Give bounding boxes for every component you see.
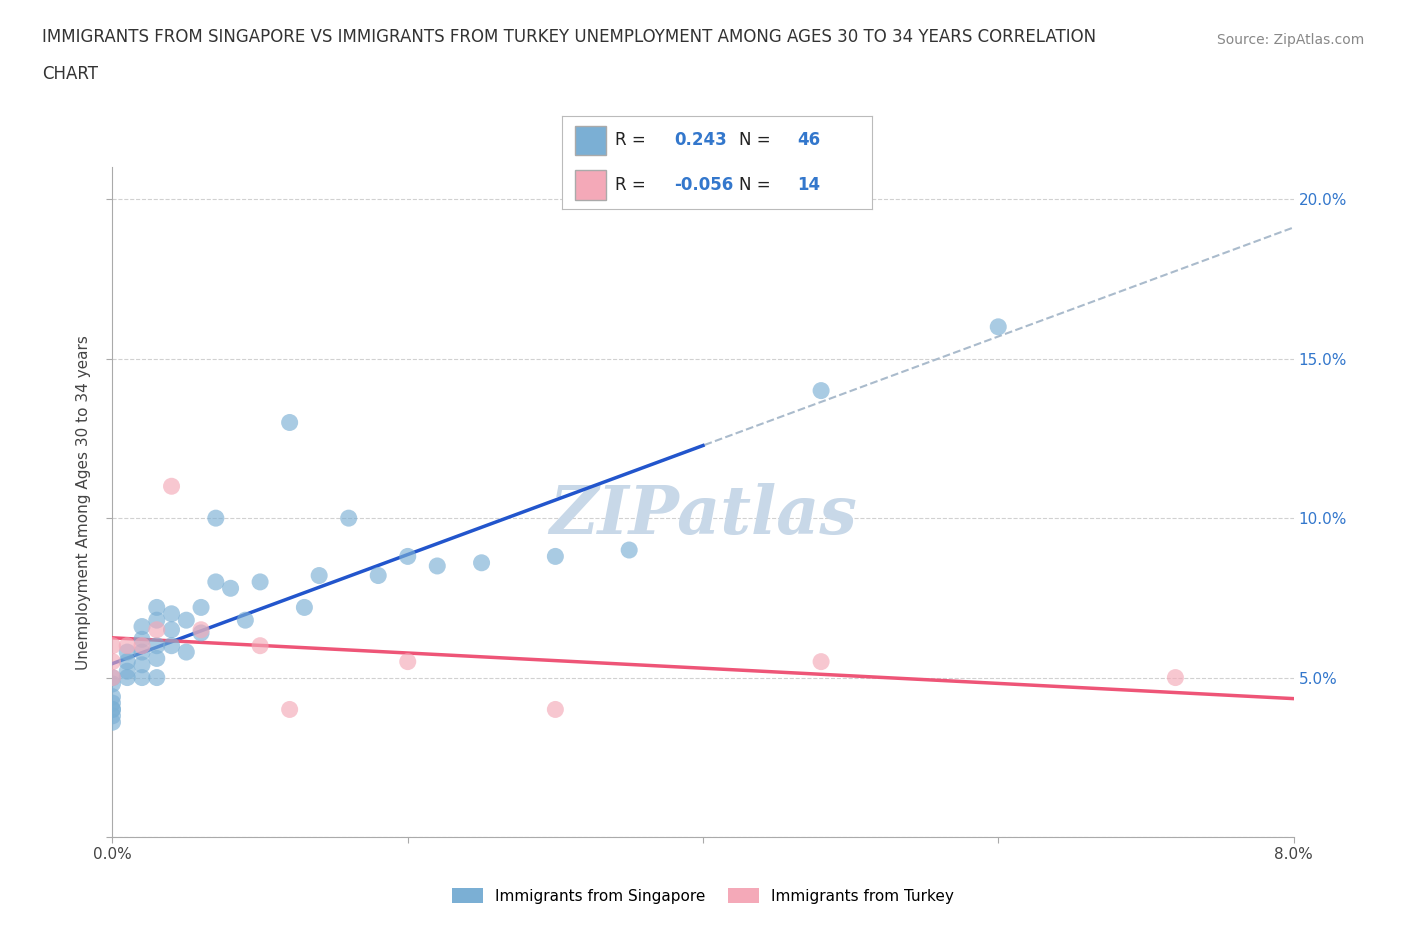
Text: 14: 14 bbox=[797, 176, 821, 194]
FancyBboxPatch shape bbox=[575, 126, 606, 155]
Point bbox=[131, 671, 153, 685]
Point bbox=[131, 658, 153, 672]
Point bbox=[987, 319, 1010, 334]
Point bbox=[101, 638, 124, 653]
Point bbox=[367, 568, 389, 583]
Point bbox=[117, 671, 138, 685]
Text: R =: R = bbox=[614, 131, 645, 150]
Point bbox=[471, 555, 494, 570]
Point bbox=[308, 568, 330, 583]
Point bbox=[278, 415, 301, 430]
Point bbox=[117, 644, 138, 659]
Point bbox=[101, 671, 124, 685]
Point bbox=[249, 575, 271, 590]
Point bbox=[249, 638, 271, 653]
Point bbox=[146, 600, 169, 615]
Point bbox=[174, 613, 197, 628]
Point bbox=[810, 383, 832, 398]
Point bbox=[146, 651, 169, 666]
Point bbox=[117, 638, 138, 653]
Text: Source: ZipAtlas.com: Source: ZipAtlas.com bbox=[1216, 33, 1364, 46]
Point bbox=[160, 622, 183, 637]
Point bbox=[101, 715, 124, 730]
Point bbox=[174, 644, 197, 659]
Point bbox=[190, 626, 212, 641]
Point bbox=[101, 676, 124, 691]
Point bbox=[810, 654, 832, 669]
Point bbox=[544, 549, 567, 564]
Point bbox=[117, 654, 138, 669]
Point bbox=[131, 644, 153, 659]
Point bbox=[190, 622, 212, 637]
Point bbox=[160, 479, 183, 494]
Point bbox=[219, 581, 242, 596]
Y-axis label: Unemployment Among Ages 30 to 34 years: Unemployment Among Ages 30 to 34 years bbox=[76, 335, 91, 670]
Point bbox=[146, 622, 169, 637]
Text: R =: R = bbox=[614, 176, 645, 194]
Point bbox=[396, 654, 419, 669]
Text: N =: N = bbox=[738, 176, 770, 194]
Point bbox=[101, 702, 124, 717]
Point bbox=[278, 702, 301, 717]
Point bbox=[131, 619, 153, 634]
Point bbox=[117, 664, 138, 679]
Point bbox=[205, 575, 228, 590]
Point bbox=[337, 511, 360, 525]
Point bbox=[101, 702, 124, 717]
Point bbox=[101, 696, 124, 711]
Point bbox=[205, 511, 228, 525]
Point bbox=[160, 606, 183, 621]
Legend: Immigrants from Singapore, Immigrants from Turkey: Immigrants from Singapore, Immigrants fr… bbox=[446, 882, 960, 910]
Point bbox=[101, 654, 124, 669]
Point bbox=[146, 671, 169, 685]
Point bbox=[233, 613, 256, 628]
Text: 0.243: 0.243 bbox=[673, 131, 727, 150]
Text: IMMIGRANTS FROM SINGAPORE VS IMMIGRANTS FROM TURKEY UNEMPLOYMENT AMONG AGES 30 T: IMMIGRANTS FROM SINGAPORE VS IMMIGRANTS … bbox=[42, 28, 1097, 46]
Point bbox=[101, 709, 124, 724]
Point bbox=[1164, 671, 1187, 685]
Point bbox=[146, 638, 169, 653]
Point bbox=[131, 631, 153, 646]
Point bbox=[146, 613, 169, 628]
Text: CHART: CHART bbox=[42, 65, 98, 83]
Point bbox=[160, 638, 183, 653]
Text: 46: 46 bbox=[797, 131, 821, 150]
Point bbox=[292, 600, 315, 615]
Point bbox=[190, 600, 212, 615]
FancyBboxPatch shape bbox=[575, 170, 606, 200]
Text: N =: N = bbox=[738, 131, 770, 150]
Text: -0.056: -0.056 bbox=[673, 176, 733, 194]
Point bbox=[101, 689, 124, 704]
Point bbox=[544, 702, 567, 717]
Text: ZIPatlas: ZIPatlas bbox=[550, 483, 856, 548]
Point bbox=[101, 671, 124, 685]
Point bbox=[131, 638, 153, 653]
Point bbox=[396, 549, 419, 564]
Point bbox=[619, 542, 641, 557]
Point bbox=[426, 559, 449, 574]
